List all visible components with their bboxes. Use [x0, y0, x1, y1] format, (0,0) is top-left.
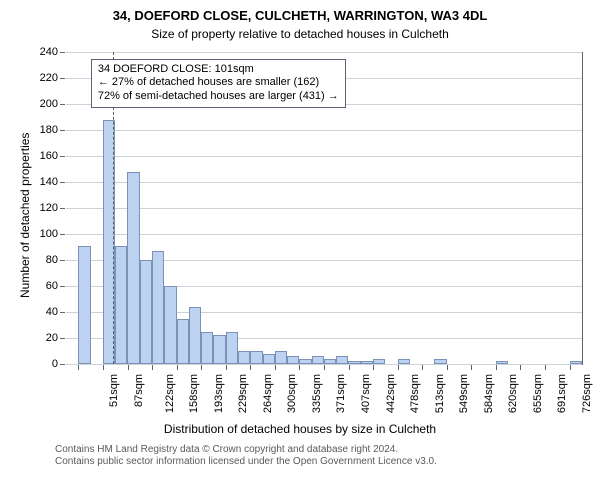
- x-tick-label: 620sqm: [507, 374, 519, 413]
- x-tick-label: 442sqm: [385, 374, 397, 413]
- x-tick-label: 87sqm: [133, 374, 145, 407]
- annotation-box: 34 DOEFORD CLOSE: 101sqm ← 27% of detach…: [91, 59, 346, 108]
- histogram-bar: [570, 361, 582, 364]
- annotation-line: 72% of semi-detached houses are larger (…: [98, 90, 339, 104]
- annotation-line: ← 27% of detached houses are smaller (16…: [98, 76, 339, 90]
- chart-container: 34, DOEFORD CLOSE, CULCHETH, WARRINGTON,…: [0, 0, 600, 500]
- gridline: [66, 156, 582, 157]
- y-tick-label: 220: [30, 72, 58, 84]
- histogram-bar: [140, 260, 152, 364]
- histogram-bar: [250, 351, 262, 364]
- x-tick-label: 407sqm: [360, 374, 372, 413]
- histogram-bar: [275, 351, 287, 364]
- y-tick-label: 140: [30, 176, 58, 188]
- histogram-bar: [201, 332, 213, 365]
- histogram-bar: [398, 359, 410, 364]
- histogram-bar: [226, 332, 238, 365]
- x-tick-label: 655sqm: [532, 374, 544, 413]
- x-tick-label: 335sqm: [311, 374, 323, 413]
- y-tick-label: 200: [30, 98, 58, 110]
- credits-line: Contains public sector information licen…: [55, 456, 590, 468]
- x-tick-label: 264sqm: [262, 374, 274, 413]
- gridline: [66, 52, 582, 53]
- y-tick-label: 240: [30, 46, 58, 58]
- credits: Contains HM Land Registry data © Crown c…: [55, 444, 590, 468]
- x-tick-label: 51sqm: [108, 374, 120, 407]
- histogram-bar: [373, 359, 385, 364]
- histogram-bar: [189, 307, 201, 364]
- gridline: [66, 208, 582, 209]
- credits-line: Contains HM Land Registry data © Crown c…: [55, 444, 590, 456]
- histogram-bar: [299, 359, 311, 364]
- histogram-bar: [263, 354, 275, 364]
- chart-title: 34, DOEFORD CLOSE, CULCHETH, WARRINGTON,…: [0, 8, 600, 23]
- gridline: [66, 182, 582, 183]
- y-tick-label: 0: [30, 358, 58, 370]
- histogram-bar: [78, 246, 90, 364]
- x-tick-label: 691sqm: [557, 374, 569, 413]
- histogram-bar: [127, 172, 139, 364]
- histogram-bar: [287, 356, 299, 364]
- gridline: [66, 130, 582, 131]
- x-tick-label: 122sqm: [164, 374, 176, 413]
- histogram-bar: [115, 246, 127, 364]
- y-tick-label: 20: [30, 332, 58, 344]
- y-tick-label: 100: [30, 228, 58, 240]
- y-tick-label: 60: [30, 280, 58, 292]
- histogram-bar: [177, 319, 189, 365]
- x-tick-label: 193sqm: [213, 374, 225, 413]
- histogram-bar: [152, 251, 164, 364]
- x-tick-label: 478sqm: [409, 374, 421, 413]
- histogram-bar: [361, 361, 373, 364]
- histogram-bar: [348, 361, 360, 364]
- x-tick-label: 549sqm: [458, 374, 470, 413]
- x-axis-label: Distribution of detached houses by size …: [0, 422, 600, 436]
- x-tick-label: 513sqm: [434, 374, 446, 413]
- histogram-bar: [336, 356, 348, 364]
- x-tick-label: 158sqm: [188, 374, 200, 413]
- y-tick-label: 180: [30, 124, 58, 136]
- histogram-bar: [238, 351, 250, 364]
- y-tick-label: 40: [30, 306, 58, 318]
- histogram-bar: [496, 361, 508, 364]
- histogram-bar: [164, 286, 176, 364]
- gridline: [66, 234, 582, 235]
- x-tick-label: 229sqm: [237, 374, 249, 413]
- histogram-bar: [312, 356, 324, 364]
- chart-subtitle: Size of property relative to detached ho…: [0, 27, 600, 41]
- x-tick-label: 584sqm: [483, 374, 495, 413]
- y-tick-label: 120: [30, 202, 58, 214]
- x-tick-label: 300sqm: [286, 374, 298, 413]
- y-tick-label: 160: [30, 150, 58, 162]
- x-tick-label: 726sqm: [581, 374, 593, 413]
- x-tick-label: 371sqm: [336, 374, 348, 413]
- histogram-bar: [213, 335, 225, 364]
- histogram-bar: [324, 359, 336, 364]
- y-tick-label: 80: [30, 254, 58, 266]
- annotation-line: 34 DOEFORD CLOSE: 101sqm: [98, 63, 339, 77]
- plot-area: 34 DOEFORD CLOSE: 101sqm ← 27% of detach…: [66, 52, 583, 365]
- histogram-bar: [434, 359, 446, 364]
